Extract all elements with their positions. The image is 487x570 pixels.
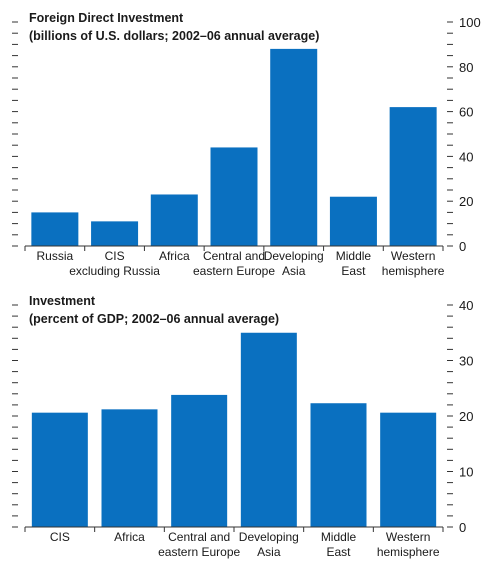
fdi-category-label: Developing Asia: [264, 249, 324, 278]
investment-right-tick-marks: [447, 304, 453, 528]
fdi-bar: [91, 221, 139, 246]
fdi-category-label: CIS excluding Russia: [69, 249, 160, 278]
fdi-bar-chart: 0 20 40 60 80 100 Russia CIS excluding RussiaAfr…: [12, 11, 481, 278]
fdi-y-tick-label: 80: [459, 60, 473, 75]
fdi-bar: [389, 107, 437, 247]
investment-bar: [380, 412, 437, 527]
investment-category-label: Developing Asia: [239, 530, 299, 559]
fdi-bar: [270, 48, 318, 246]
fdi-category-label: Middle East: [336, 249, 372, 278]
fdi-y-tick-label: 20: [459, 194, 473, 209]
investment-category-label: Middle East: [321, 530, 357, 559]
investment-y-tick-label: 40: [459, 298, 473, 313]
investment-chart-panel: 0 10 20 30 40 CIS Africa Central and eastern Eur…: [0, 285, 487, 570]
investment-left-tick-marks: [12, 304, 18, 528]
fdi-chart-title: Foreign Direct Investment: [29, 11, 184, 25]
fdi-y-tick-label: 100: [459, 15, 481, 30]
fdi-bar: [210, 147, 258, 246]
fdi-right-tick-marks: [447, 21, 453, 247]
investment-bar: [31, 412, 88, 527]
investment-category-label: Western hemisphere: [377, 530, 440, 559]
fdi-y-tick-label: 40: [459, 149, 473, 164]
fdi-left-tick-marks: [12, 21, 18, 247]
fdi-bar: [150, 194, 198, 246]
investment-bar-chart: 0 10 20 30 40 CIS Africa Central and eastern Eur…: [12, 294, 473, 559]
fdi-category-label: Central and eastern Europe: [193, 249, 275, 278]
fdi-category-label: Western hemisphere: [382, 249, 445, 278]
investment-y-tick-label: 10: [459, 465, 473, 480]
investment-bar: [240, 332, 297, 527]
fdi-y-tick-label: 60: [459, 105, 473, 120]
investment-chart-title: Investment: [29, 294, 96, 308]
investment-bar: [101, 409, 158, 527]
investment-bar: [310, 403, 367, 527]
fdi-chart-panel: 0 20 40 60 80 100 Russia CIS excluding Russia Afr…: [12, 11, 481, 278]
fdi-category-label: Africa: [159, 249, 190, 263]
investment-category-label: Africa: [114, 530, 145, 544]
fdi-category-label: Russia: [37, 249, 74, 263]
investment-category-label: CIS: [50, 530, 70, 544]
fdi-bar: [329, 196, 377, 246]
investment-category-label: Central and eastern Europe: [158, 530, 240, 559]
investment-y-tick-label: 30: [459, 354, 473, 369]
investment-chart-subtitle: (percent of GDP; 2002–06 annual average): [29, 312, 279, 326]
investment-y-tick-label: 20: [459, 409, 473, 424]
fdi-chart-subtitle: (billions of U.S. dollars; 2002–06 annua…: [29, 29, 319, 43]
fdi-bar: [31, 212, 79, 246]
fdi-y-tick-label: 0: [459, 239, 466, 254]
investment-y-tick-label: 0: [459, 520, 466, 535]
investment-bar: [171, 394, 228, 527]
